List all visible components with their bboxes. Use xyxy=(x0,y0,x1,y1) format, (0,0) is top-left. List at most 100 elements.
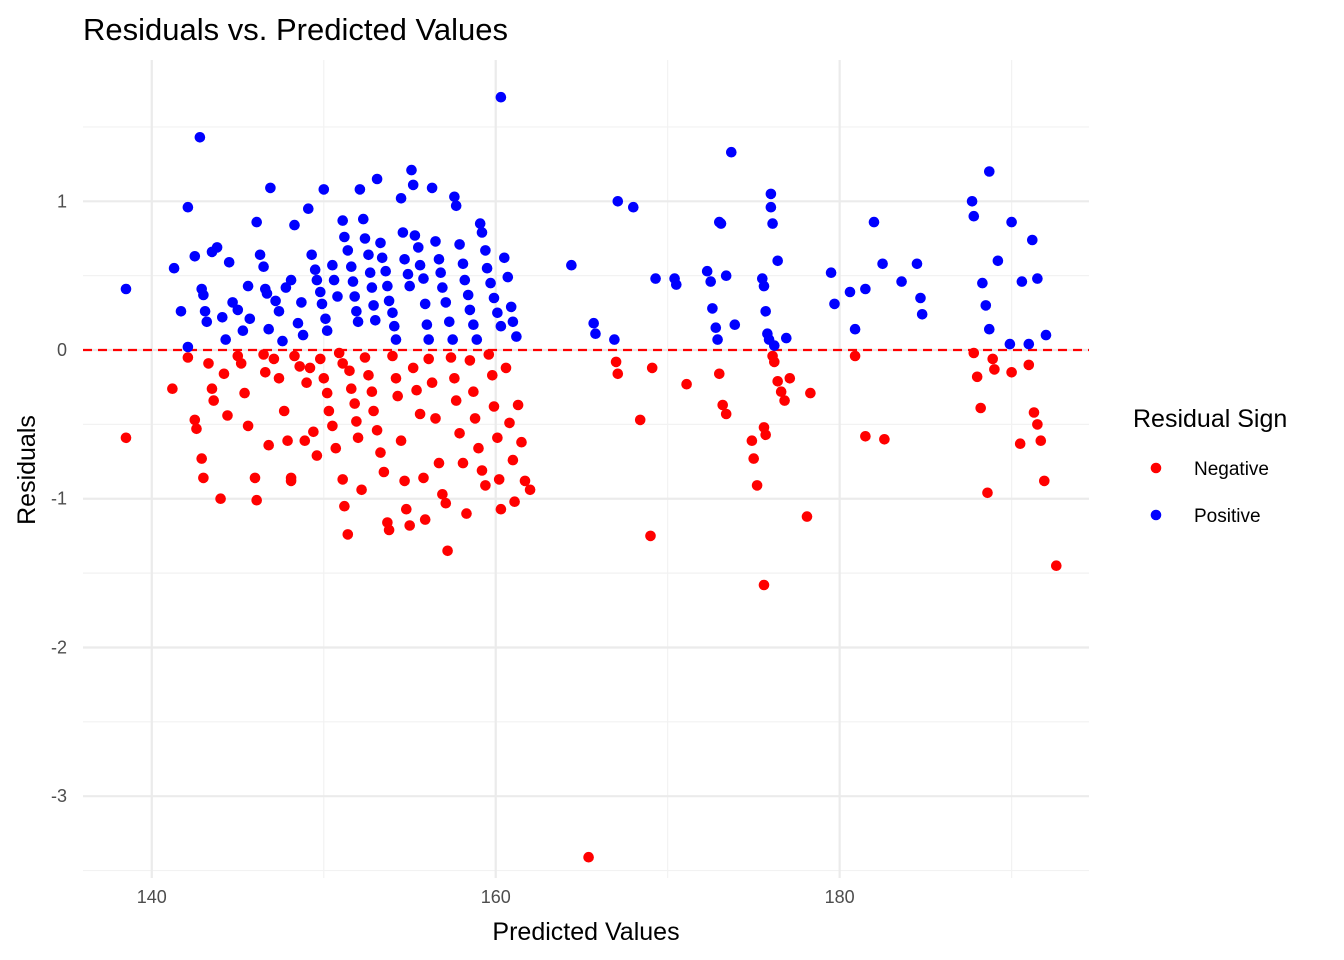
point-positive xyxy=(495,91,507,103)
series-positive xyxy=(120,91,1052,353)
point-positive xyxy=(980,300,992,311)
point-positive xyxy=(316,298,328,310)
point-negative xyxy=(378,466,390,478)
point-negative xyxy=(469,413,481,424)
major-gridlines xyxy=(83,60,1089,878)
point-positive xyxy=(1016,276,1028,287)
point-positive xyxy=(254,249,266,261)
point-negative xyxy=(182,352,194,363)
point-positive xyxy=(370,315,381,326)
point-negative xyxy=(263,439,275,451)
point-negative xyxy=(801,511,813,522)
point-negative xyxy=(321,387,333,399)
point-negative xyxy=(849,350,861,362)
point-positive xyxy=(488,292,500,304)
point-negative xyxy=(500,362,512,374)
point-positive xyxy=(327,259,338,271)
point-positive xyxy=(318,184,330,195)
point-negative xyxy=(414,408,426,420)
point-positive xyxy=(382,280,393,292)
point-negative xyxy=(1014,438,1026,450)
point-positive xyxy=(366,282,378,293)
point-positive xyxy=(825,267,837,279)
legend-title: Residual Sign xyxy=(1133,405,1287,433)
point-negative xyxy=(516,436,527,448)
point-positive xyxy=(765,188,777,200)
point-negative xyxy=(285,475,297,487)
point-positive xyxy=(1027,234,1038,246)
point-negative xyxy=(395,435,407,447)
point-negative xyxy=(399,475,410,487)
point-negative xyxy=(982,487,993,499)
point-positive xyxy=(712,334,723,345)
point-negative xyxy=(411,384,422,396)
point-positive xyxy=(285,274,297,286)
point-positive xyxy=(217,312,228,323)
point-negative xyxy=(273,373,285,384)
point-negative xyxy=(519,475,531,487)
point-negative xyxy=(352,432,364,444)
point-positive xyxy=(289,219,300,231)
point-negative xyxy=(242,420,254,432)
point-positive xyxy=(984,166,995,177)
point-positive xyxy=(1023,338,1035,350)
point-negative xyxy=(363,370,374,381)
point-negative xyxy=(1032,419,1043,430)
point-positive xyxy=(844,286,856,298)
point-negative xyxy=(975,402,986,414)
point-negative xyxy=(198,472,209,484)
point-positive xyxy=(440,297,452,308)
point-positive xyxy=(258,261,269,273)
point-negative xyxy=(583,851,594,863)
point-positive xyxy=(1040,329,1052,341)
point-positive xyxy=(444,316,455,328)
point-negative xyxy=(315,353,326,365)
point-positive xyxy=(352,316,364,328)
point-positive xyxy=(707,303,718,314)
point-positive xyxy=(201,316,213,328)
point-negative xyxy=(784,373,796,384)
point-negative xyxy=(208,395,219,406)
legend-key-positive xyxy=(1150,509,1162,521)
point-negative xyxy=(758,579,770,591)
point-negative xyxy=(301,377,312,389)
point-negative xyxy=(433,457,445,469)
point-positive xyxy=(349,291,361,302)
point-positive xyxy=(397,227,409,238)
point-negative xyxy=(748,453,759,464)
point-negative xyxy=(203,358,214,369)
point-negative xyxy=(714,368,725,380)
point-negative xyxy=(751,480,763,491)
point-positive xyxy=(277,335,288,347)
y-tick-label: -3 xyxy=(51,786,67,806)
point-positive xyxy=(916,309,928,320)
point-negative xyxy=(1006,367,1017,378)
point-negative xyxy=(251,494,262,506)
point-positive xyxy=(968,210,980,222)
point-negative xyxy=(473,442,484,454)
point-positive xyxy=(244,313,256,325)
point-positive xyxy=(454,239,465,250)
point-negative xyxy=(339,500,350,512)
point-positive xyxy=(390,334,402,345)
point-negative xyxy=(440,497,452,509)
point-positive xyxy=(168,262,180,274)
point-negative xyxy=(610,356,622,368)
point-negative xyxy=(191,423,202,435)
point-positive xyxy=(877,258,888,270)
point-positive xyxy=(426,182,438,194)
point-positive xyxy=(992,255,1004,267)
point-positive xyxy=(182,201,194,213)
point-negative xyxy=(260,367,271,378)
point-positive xyxy=(966,196,978,207)
point-negative xyxy=(805,387,816,399)
point-positive xyxy=(354,184,366,195)
point-positive xyxy=(182,341,194,353)
point-negative xyxy=(282,435,293,447)
point-positive xyxy=(402,268,414,280)
point-positive xyxy=(199,306,211,317)
point-positive xyxy=(347,276,359,287)
point-positive xyxy=(433,253,445,265)
point-positive xyxy=(628,201,639,213)
y-tick-label: -1 xyxy=(51,489,67,509)
